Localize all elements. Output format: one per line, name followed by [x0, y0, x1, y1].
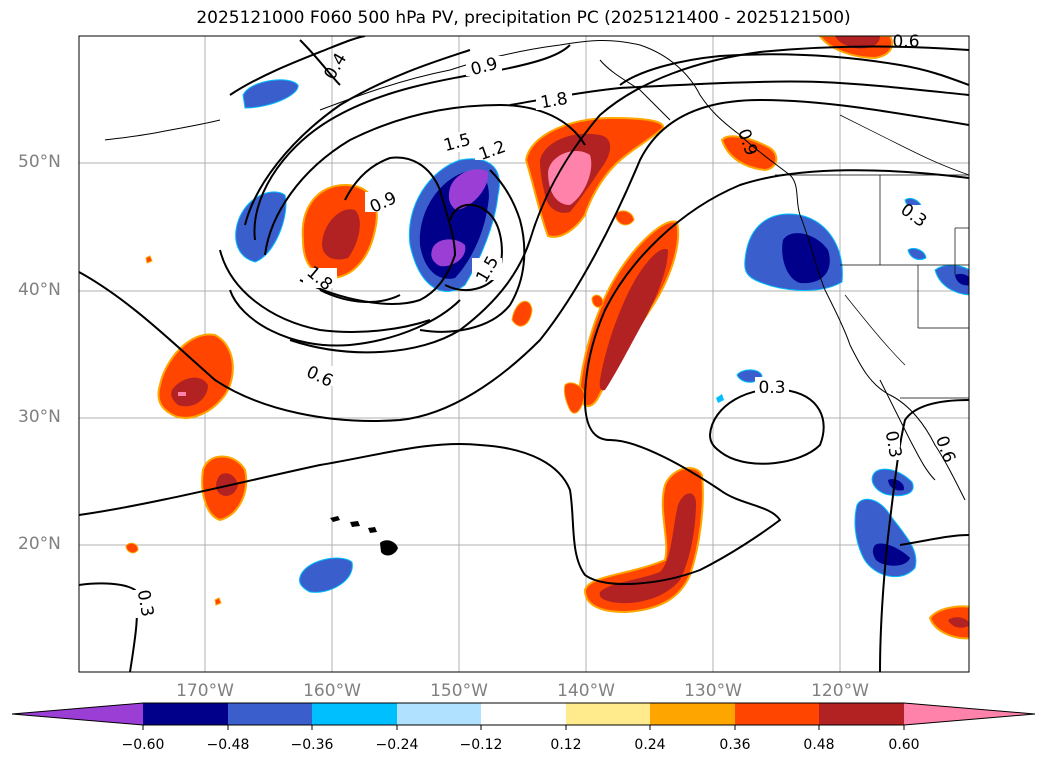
- colorbar-tick-label: 0.24: [634, 737, 666, 753]
- colorbar-tick-label: −0.24: [375, 737, 419, 753]
- longitude-label: 130°W: [684, 681, 742, 701]
- map-border: [78, 35, 970, 673]
- colorbar: [11, 702, 1036, 730]
- contour-label: 0.3: [758, 378, 785, 398]
- contour-label: 0.6: [892, 32, 919, 52]
- coastlines: [104, 40, 966, 501]
- contour-label-backgrounds: [130, 56, 930, 618]
- latitude-label: 20°N: [18, 534, 61, 554]
- colorbar-segment: [397, 703, 481, 725]
- colorbar-tick-label: 0.60: [888, 737, 920, 753]
- colorbar-tick-label: −0.60: [121, 737, 165, 753]
- longitude-label: 140°W: [557, 681, 615, 701]
- contour-label: 0.3: [133, 588, 157, 618]
- latitude-label: 30°N: [18, 407, 61, 427]
- colorbar-tick-label: −0.36: [290, 737, 334, 753]
- latitude-label: 50°N: [18, 152, 61, 172]
- colorbar-tick-label: −0.12: [459, 737, 503, 753]
- longitude-label: 120°W: [811, 681, 869, 701]
- hawaii-islands: [330, 516, 398, 556]
- colorbar-tick-label: −0.48: [206, 737, 250, 753]
- colorbar-tick-label: 0.36: [719, 737, 751, 753]
- longitude-label: 170°W: [176, 681, 234, 701]
- contour-label: 0.3: [881, 429, 905, 459]
- colorbar-max-extension: [904, 703, 1035, 725]
- colorbar-min-extension: [12, 703, 143, 725]
- colorbar-tick-label: 0.48: [803, 737, 835, 753]
- latitude-label: 40°N: [18, 280, 61, 300]
- colorbar-segment: [143, 703, 228, 725]
- longitude-label: 150°W: [430, 681, 488, 701]
- colorbar-segment: [566, 703, 650, 725]
- map-title: 2025121000 F060 500 hPa PV, precipitatio…: [196, 8, 851, 28]
- colorbar-segment: [735, 703, 819, 725]
- colorbar-segment: [650, 703, 735, 725]
- colorbar-tick-label: 0.12: [550, 737, 582, 753]
- colorbar-segment: [819, 703, 904, 725]
- colorbar-segment: [312, 703, 397, 725]
- grid-lines: [79, 36, 969, 672]
- colorbar-segment: [228, 703, 312, 725]
- longitude-label: 160°W: [303, 681, 361, 701]
- contour-label: 1.8: [539, 89, 569, 113]
- colorbar-segment: [481, 703, 566, 725]
